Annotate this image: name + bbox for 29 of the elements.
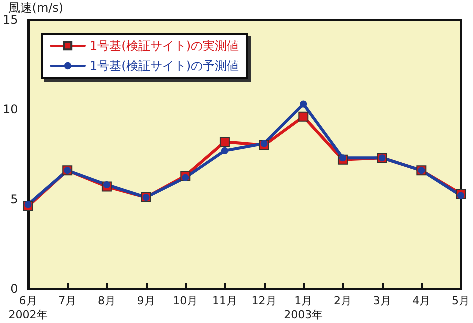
x-tick-label: 11月 [212, 294, 238, 308]
legend-label: 1号基(検証サイト)の予測値 [90, 59, 239, 73]
x-tick-label: 2月 [334, 294, 352, 308]
x-tick-label: 10月 [173, 294, 198, 308]
y-tick-label: 15 [2, 13, 18, 27]
point [220, 136, 230, 147]
point [260, 140, 268, 148]
x-tick-label: 4月 [412, 294, 431, 308]
point [458, 192, 464, 200]
x-tick-label: 5月 [452, 294, 470, 308]
point [24, 201, 32, 208]
point [339, 154, 346, 162]
y-axis-title: 風速(m/s) [8, 1, 64, 15]
x-tick-label: 9月 [137, 294, 156, 308]
y-tick-label: 10 [2, 102, 18, 117]
x-tick-label: 8月 [98, 294, 116, 308]
x-tick-label: 3月 [373, 294, 392, 308]
x-tick-label: 6月 2002年 [8, 294, 48, 322]
point [300, 100, 308, 108]
legend-label: 1号基(検証サイト)の実測値 [90, 39, 239, 53]
x-tick-label: 1月 2003年 [284, 294, 324, 322]
point [221, 147, 228, 154]
point [298, 112, 309, 122]
x-tick-label: 12月 [252, 294, 277, 308]
point [103, 181, 110, 188]
x-tick-label: 7月 [58, 294, 77, 308]
y-tick-label: 0 [10, 282, 18, 296]
y-tick-label: 5 [10, 192, 18, 206]
point [182, 174, 190, 182]
